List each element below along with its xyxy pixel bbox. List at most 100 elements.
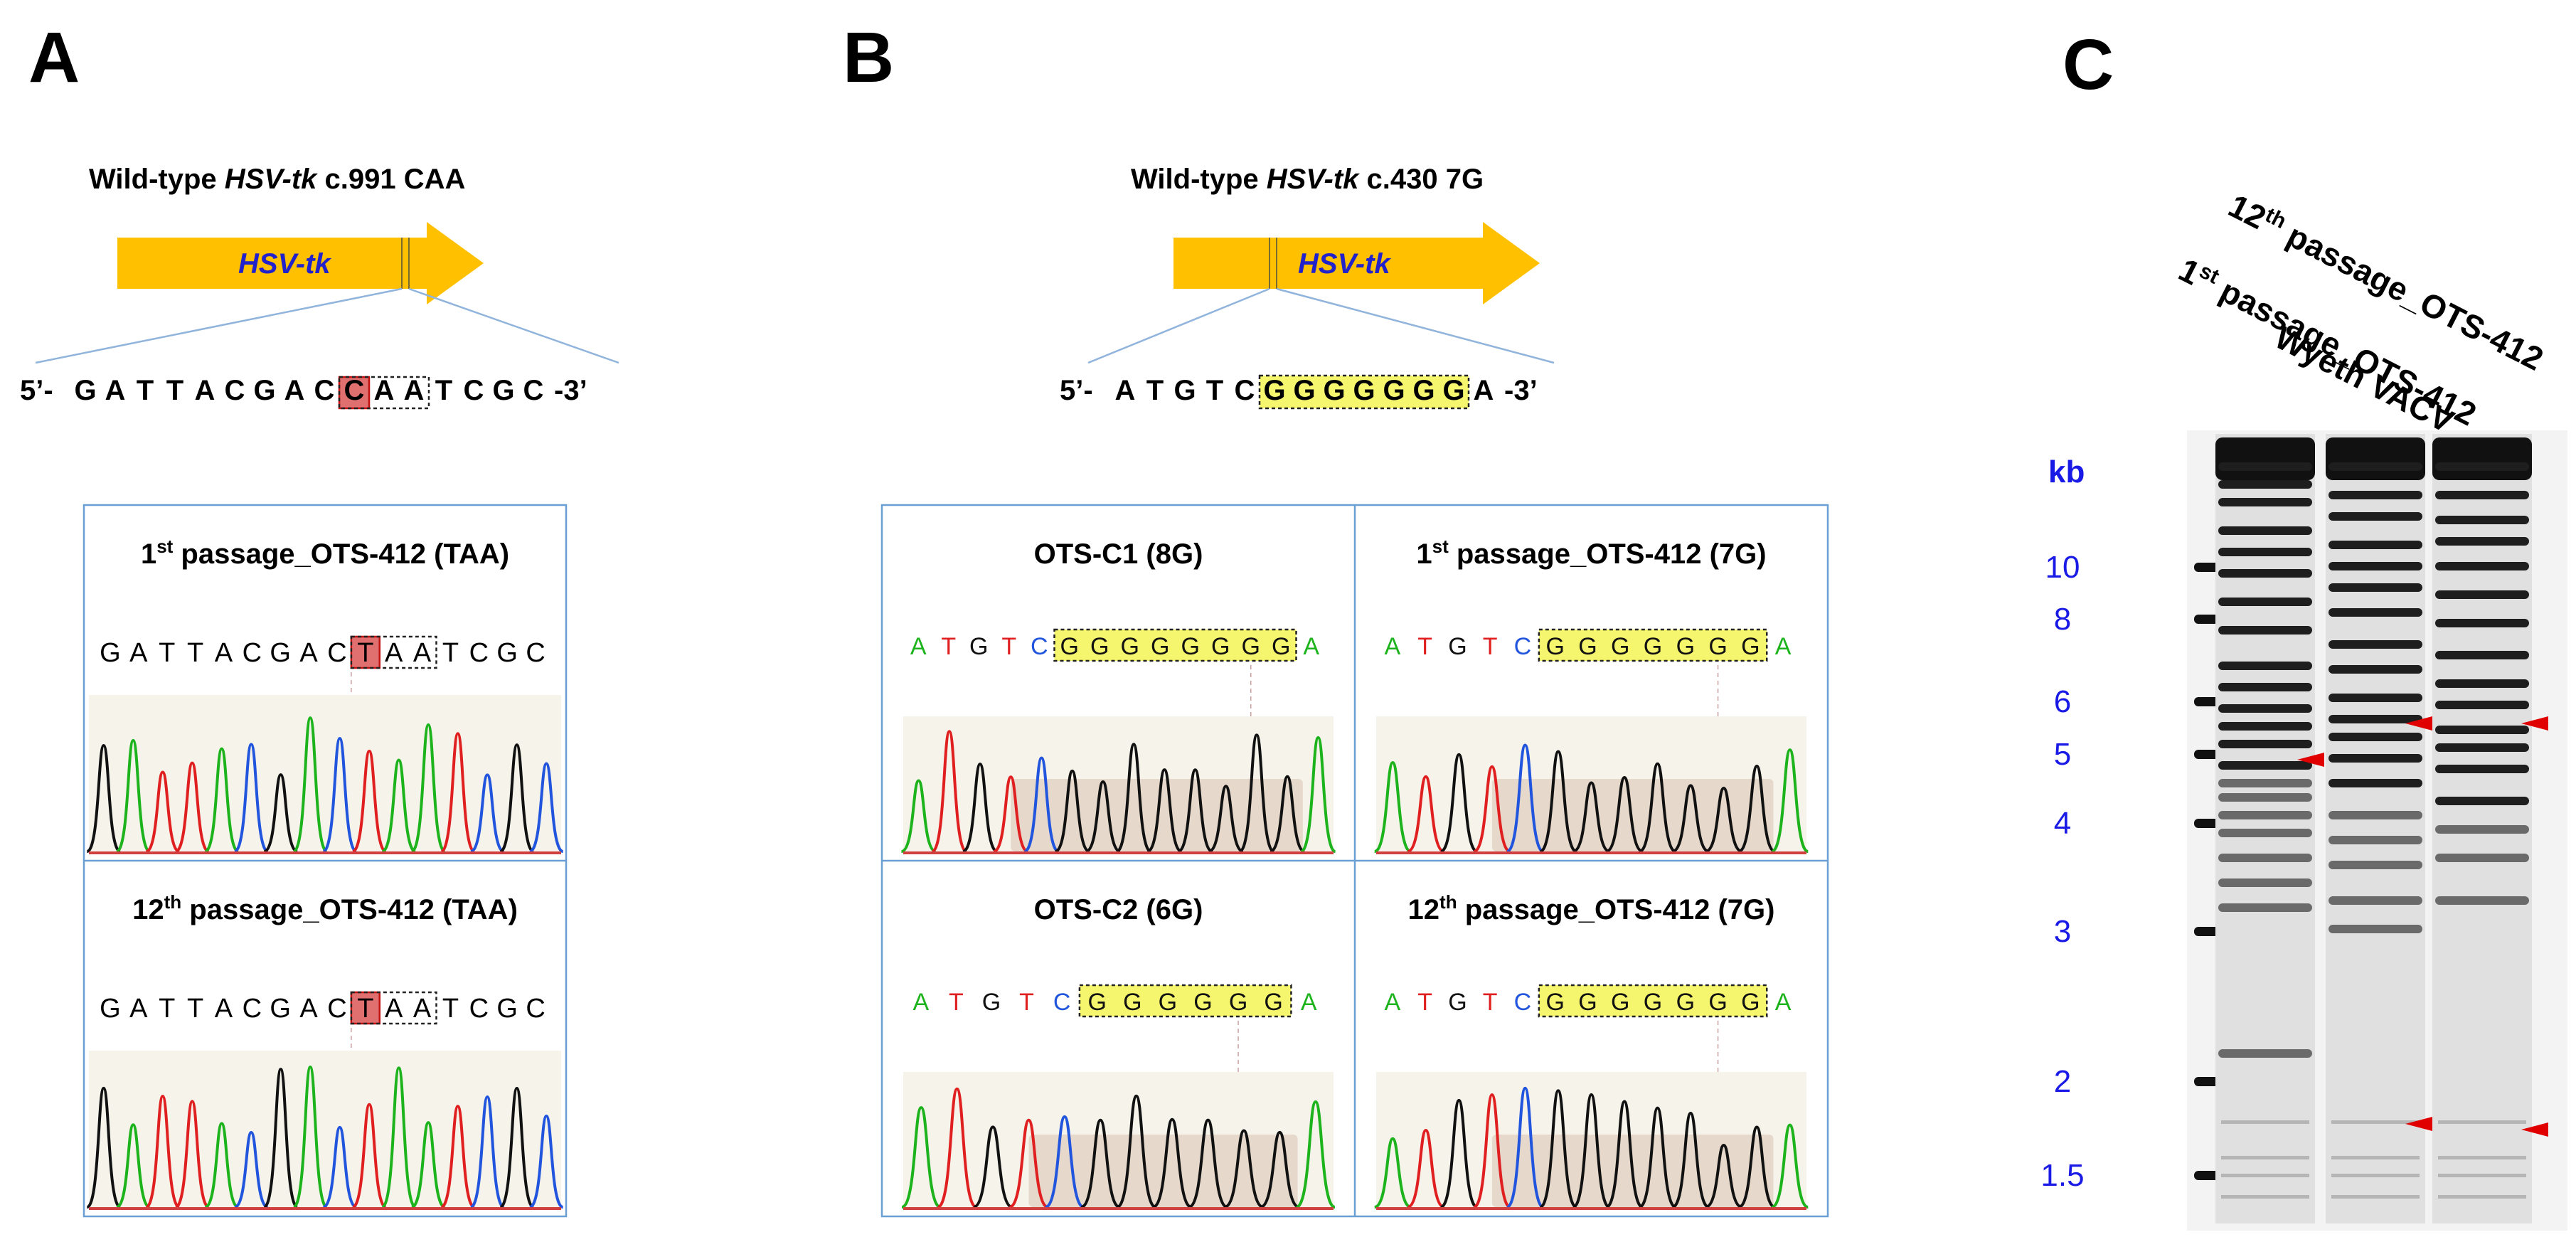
gel-well-band — [2215, 437, 2315, 480]
gel-band — [2218, 480, 2312, 489]
panel-b-ref-seq-suffix: -3’ — [1504, 375, 1538, 406]
gel-band — [2435, 562, 2529, 570]
trace-peak — [1506, 1086, 1545, 1209]
trace-base-letter: G — [1448, 633, 1467, 660]
panel-b-header: Wild-type HSV-tk c.430 7G — [1131, 164, 1484, 195]
trace-base-letter: G — [1708, 633, 1727, 660]
trace-peak — [1737, 764, 1776, 853]
trace-base-letter: A — [129, 994, 148, 1024]
trace-peak — [115, 1123, 151, 1209]
trace-peak — [1260, 1130, 1300, 1209]
panel-b-ref-seq-base: G — [1293, 375, 1315, 406]
gel-band — [2328, 608, 2422, 617]
trace-peak — [1270, 775, 1306, 853]
trace-base-letter: T — [357, 638, 373, 668]
panel-b-ref-seq-base: G — [1353, 375, 1375, 406]
panel-b-chromatogram — [1373, 716, 1809, 854]
gel-faint-band — [2438, 1174, 2526, 1177]
trace-base-letter: G — [1060, 633, 1079, 660]
trace-peak — [1572, 1093, 1611, 1209]
trace-peak — [380, 1066, 417, 1209]
panel-a-header-gene: HSV-tk — [225, 164, 318, 195]
panel-c-letter: C — [2063, 25, 2114, 105]
trace-peak — [1539, 1089, 1577, 1209]
panel-a-gene-arrow — [117, 222, 484, 304]
trace-base-letter: A — [413, 994, 432, 1024]
panel-a-ref-seq-base: A — [374, 375, 395, 406]
panel-b-ref-seq-base: C — [1235, 375, 1255, 406]
trace-peak — [1572, 781, 1610, 853]
panel-a-trace-title: 12th passage_OTS-412 (TAA) — [132, 891, 518, 925]
panel-b-chromatogram — [900, 716, 1336, 854]
trace-peak — [204, 1122, 240, 1209]
panel-a-header-prefix: Wild-type — [89, 164, 225, 195]
panel-b-trace-title: OTS-C2 (6G) — [1034, 894, 1203, 925]
trace-base-letter: C — [243, 994, 262, 1024]
trace-peak — [1473, 1093, 1511, 1209]
trace-base-letter: T — [1483, 989, 1498, 1016]
trace-title-post: passage_OTS-412 (7G) — [1457, 894, 1775, 925]
panel-b-zoom-line-left — [1087, 287, 1270, 364]
trace-base-letter: G — [1121, 633, 1139, 660]
trace-base-letter: G — [1741, 633, 1760, 660]
trace-base-letter: A — [413, 638, 432, 668]
panel-a-header-suffix: c.991 CAA — [316, 164, 465, 195]
marker-arrowhead — [2521, 716, 2548, 731]
trace-peak — [499, 1086, 535, 1209]
overlap-shading — [1491, 779, 1774, 851]
g-run-box — [1538, 628, 1768, 662]
trace-base-letter: T — [1417, 633, 1432, 660]
trace-base-letter: G — [1159, 989, 1177, 1016]
trace-peak — [1223, 1129, 1264, 1209]
gel-band — [2218, 598, 2312, 606]
gel-band — [2435, 651, 2529, 659]
panel-a-zoom-line-right — [408, 287, 619, 364]
gel-band — [2218, 722, 2312, 731]
gel-band — [2218, 526, 2312, 535]
panel-a-ref-seq-base: C — [344, 375, 365, 406]
panel-b-ref-seq: 5’- A T G T C G G G G G G G A -3’ — [1060, 374, 1538, 410]
gel-faint-band — [2221, 1156, 2309, 1159]
gel-band — [2218, 662, 2312, 670]
trace-base-letter: C — [469, 638, 489, 668]
trace-base-letter: C — [1053, 989, 1071, 1016]
gel-band — [2435, 619, 2529, 627]
trace-base-letter: G — [1644, 633, 1662, 660]
gel-band — [2218, 462, 2312, 471]
trace-base-letter: G — [496, 638, 518, 668]
trace-base-letter: G — [1211, 633, 1230, 660]
trace-base-letter: C — [327, 638, 346, 668]
g-run-box — [1078, 984, 1292, 1018]
panel-b-ref-seq-base: G — [1442, 375, 1464, 406]
trace-peak — [1115, 743, 1152, 853]
trace-base-letter: A — [1301, 989, 1317, 1016]
gel-faint-band — [2331, 1174, 2420, 1177]
panel-b-header-prefix: Wild-type — [1131, 164, 1267, 195]
trace-base-letter: T — [1417, 989, 1432, 1016]
gel-faint-band — [2438, 1120, 2526, 1124]
panel-b-gene-arrow — [1173, 222, 1540, 304]
trace-peak — [1473, 765, 1511, 853]
gel-band — [2435, 679, 2529, 688]
trace-peak — [973, 1125, 1013, 1209]
trace-base-letter: G — [1708, 989, 1727, 1016]
panel-a-ref-seq-base: T — [166, 375, 183, 406]
panel-b-trace-title: 12th passage_OTS-412 (7G) — [1408, 891, 1775, 925]
panel-a-ref-seq: 5’- G A T T A C G A C C A A T C G C -3’ — [20, 375, 587, 410]
trace-peak — [931, 730, 968, 853]
gel-band — [2218, 498, 2312, 506]
trace-base-letter: T — [187, 994, 203, 1024]
panel-b-ref-seq-base: G — [1173, 375, 1196, 406]
trace-peak — [1407, 775, 1445, 853]
trace-base-letter: A — [129, 638, 148, 668]
ladder-size-label: 5 — [2054, 737, 2071, 772]
gel-unit-label: kb — [2048, 455, 2085, 489]
gel-band — [2435, 537, 2529, 546]
trace-base-letter: G — [100, 994, 121, 1024]
trace-background — [89, 695, 561, 851]
trace-base-letter: G — [1229, 989, 1247, 1016]
gel-band — [2328, 640, 2422, 649]
